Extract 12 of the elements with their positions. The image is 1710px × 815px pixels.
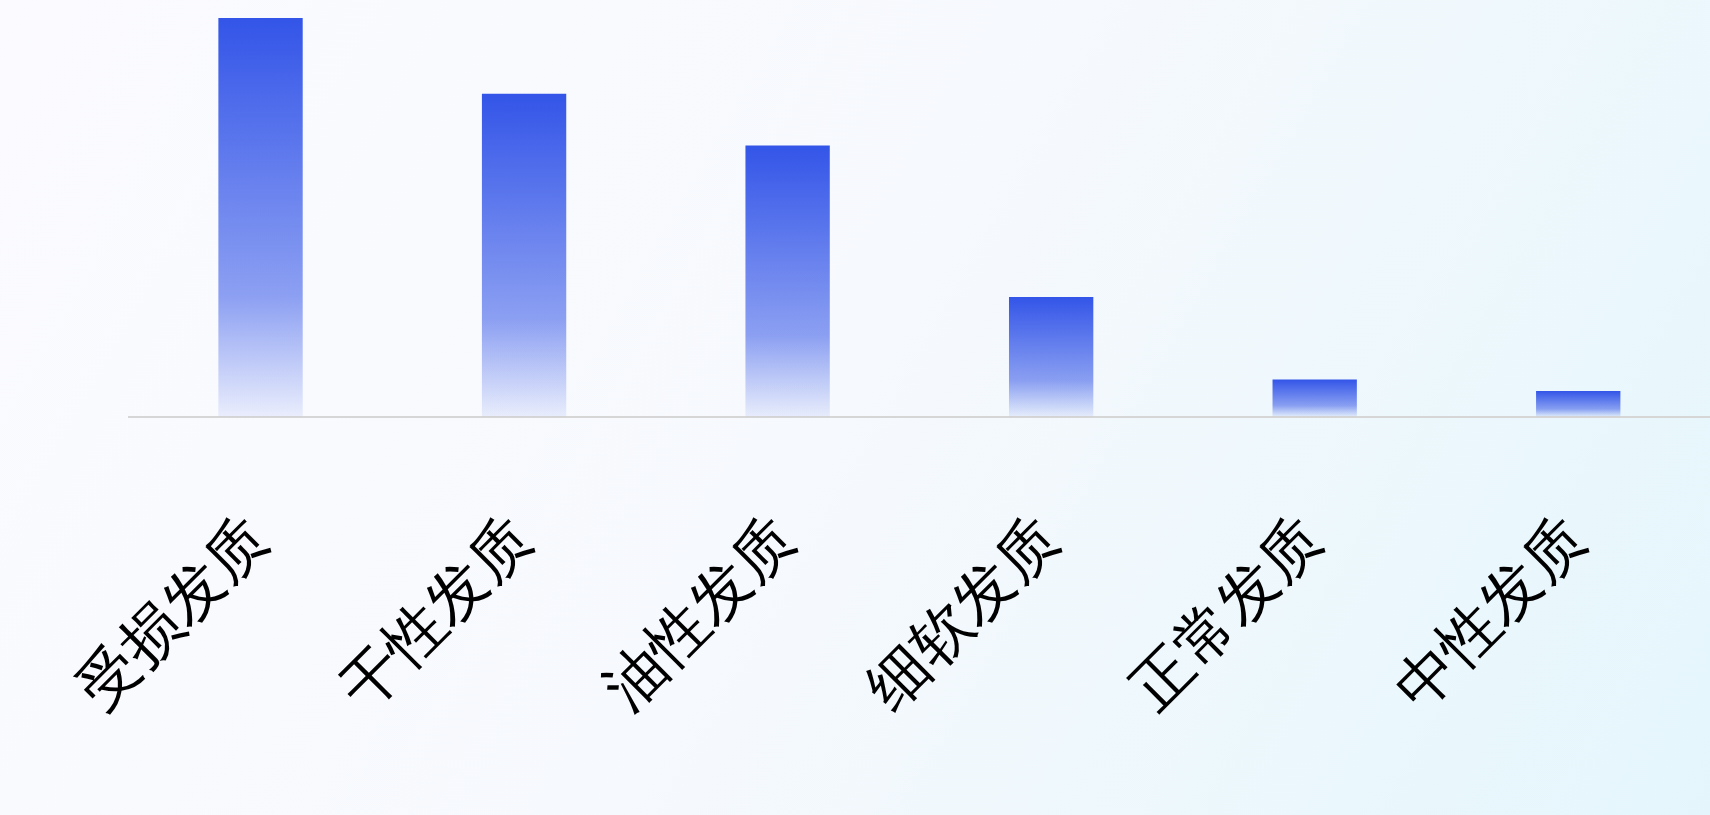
bar [481,93,567,417]
bar [218,18,303,417]
bar [1536,391,1621,417]
x-tick-label: 油性发质 [589,503,809,723]
bar [745,145,830,417]
x-tick-label: 正常发质 [1116,503,1336,723]
bar [1008,296,1094,417]
x-tick-label: 干性发质 [325,503,545,723]
bar [1272,379,1357,417]
x-tick-label: 细软发质 [852,503,1073,723]
x-tick-label: 受损发质 [62,503,282,723]
x-tick-label: 中性发质 [1379,503,1600,723]
